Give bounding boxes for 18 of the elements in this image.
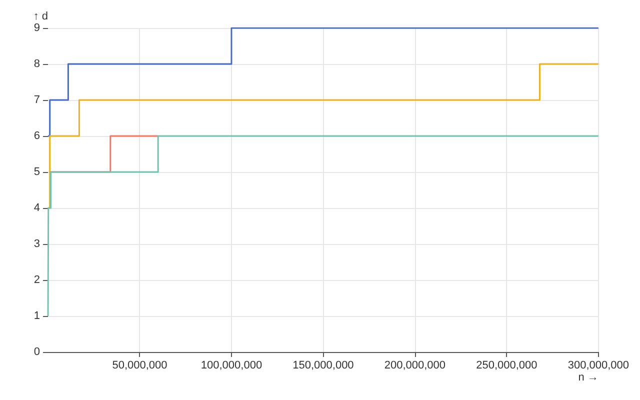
y-tick-label: 3 bbox=[34, 238, 40, 250]
y-tick-label: 7 bbox=[34, 94, 40, 106]
x-tick-label: 50,000,000 bbox=[112, 360, 168, 372]
x-tick-label: 250,000,000 bbox=[476, 360, 538, 372]
y-tick-label: 1 bbox=[34, 310, 40, 322]
y-tick-label: 9 bbox=[34, 22, 40, 34]
x-tick-label: 150,000,000 bbox=[292, 360, 354, 372]
x-tick-label: 300,000,000 bbox=[568, 360, 629, 372]
y-tick-label: 8 bbox=[34, 58, 40, 70]
x-tick-label: 100,000,000 bbox=[200, 360, 262, 372]
y-tick-label: 6 bbox=[34, 130, 40, 142]
y-tick-label: 4 bbox=[34, 202, 40, 214]
y-axis-title: ↑ d bbox=[33, 10, 48, 22]
y-tick-label: 0 bbox=[34, 346, 40, 358]
x-axis-title: n → bbox=[578, 372, 598, 384]
y-tick-label: 5 bbox=[34, 166, 40, 178]
x-tick-label: 200,000,000 bbox=[384, 360, 446, 372]
y-tick-label: 2 bbox=[34, 274, 40, 286]
